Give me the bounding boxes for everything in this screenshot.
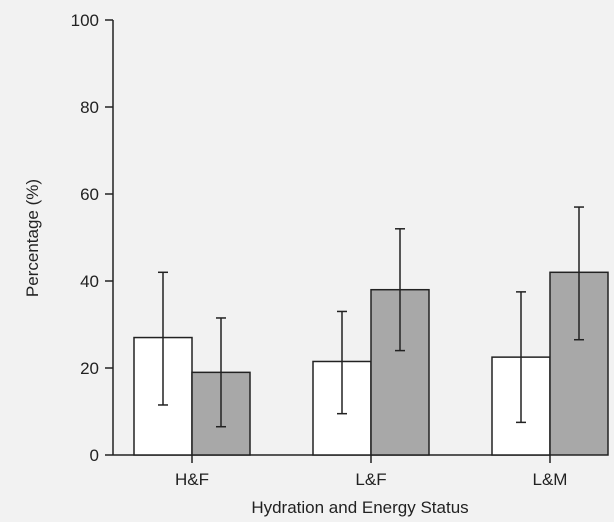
x-tick-label: L&M [533,470,568,489]
x-ticks: H&F L&F L&M [175,455,567,489]
y-tick-label: 100 [71,11,99,30]
bar [370,288,430,456]
y-axis-title: Percentage (%) [23,179,42,297]
y-tick-label: 80 [80,98,99,117]
y-tick-label: 0 [90,446,99,465]
x-tick-label: H&F [175,470,209,489]
y-tick-label: 60 [80,185,99,204]
x-axis-title: Hydration and Energy Status [251,498,468,517]
y-ticks: 0 20 40 60 80 100 [71,11,113,465]
x-tick-label: L&F [355,470,386,489]
error-bars [158,206,584,428]
bars [133,271,609,456]
y-tick-label: 20 [80,359,99,378]
y-tick-label: 40 [80,272,99,291]
